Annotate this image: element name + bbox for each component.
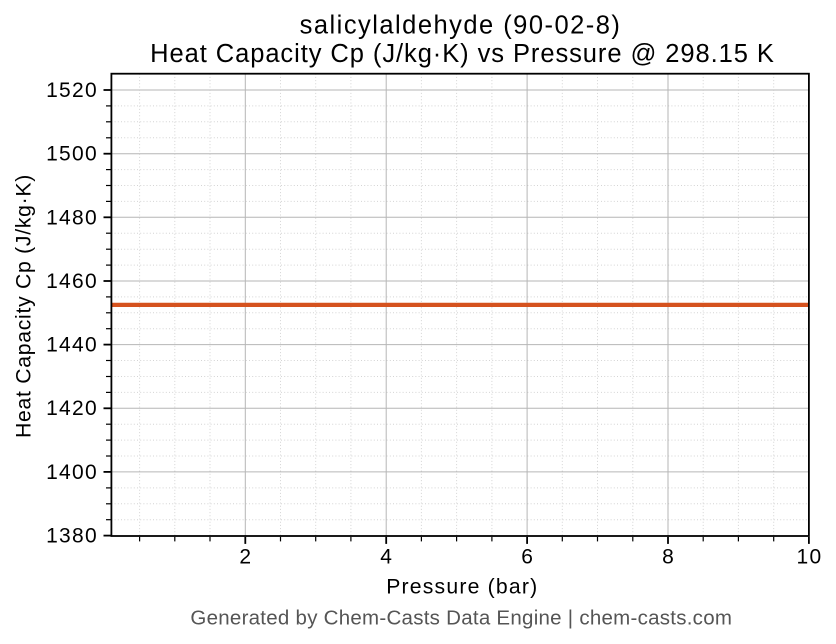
svg-text:Heat Capacity Cp (J/kg·K) vs P: Heat Capacity Cp (J/kg·K) vs Pressure @ … [150,40,775,68]
svg-text:Heat Capacity Cp (J/kg·K): Heat Capacity Cp (J/kg·K) [13,174,36,438]
svg-text:1440: 1440 [46,334,98,357]
svg-text:salicylaldehyde (90-02-8): salicylaldehyde (90-02-8) [300,12,622,40]
svg-text:8: 8 [662,546,675,569]
svg-text:1380: 1380 [46,525,98,548]
svg-text:1500: 1500 [46,143,98,166]
svg-text:1420: 1420 [46,397,98,420]
svg-text:1400: 1400 [46,461,98,484]
svg-text:4: 4 [380,546,393,569]
svg-text:Pressure (bar): Pressure (bar) [386,575,538,598]
svg-text:1460: 1460 [46,270,98,293]
svg-text:1520: 1520 [46,79,98,102]
svg-text:6: 6 [521,546,534,569]
svg-text:Generated by Chem-Casts Data E: Generated by Chem-Casts Data Engine | ch… [190,606,732,629]
svg-text:1480: 1480 [46,206,98,229]
svg-text:10: 10 [797,546,823,569]
svg-text:2: 2 [239,546,252,569]
